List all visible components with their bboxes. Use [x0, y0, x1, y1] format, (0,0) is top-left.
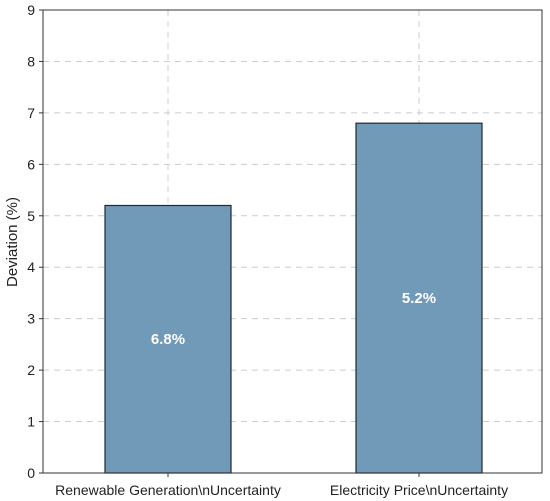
bar: [104, 204, 232, 474]
y-tick-label: 3: [27, 311, 35, 327]
y-tick-label: 2: [27, 362, 35, 378]
plot-frame: [42, 9, 543, 474]
data-label: 5.2%: [402, 290, 436, 307]
y-tick-label: 8: [27, 53, 35, 69]
y-tick-label: 9: [27, 2, 35, 18]
x-category-label: Renewable Generation\nUncertainty: [55, 482, 281, 498]
x-axis-categories: Renewable Generation\nUncertainty Electri…: [55, 473, 508, 498]
y-tick-label: 6: [27, 156, 35, 172]
data-label: 6.8%: [151, 331, 185, 348]
y-tick-label: 5: [27, 208, 35, 224]
y-tick-label: 4: [27, 259, 35, 275]
y-tick-label: 7: [27, 105, 35, 121]
y-axis-ticks: 0 1 2 3 4 5 6 7 8 9: [27, 2, 43, 481]
bar: [355, 122, 483, 474]
y-tick-label: 1: [27, 414, 35, 430]
data-labels: 6.8% 5.2%: [151, 290, 436, 348]
x-category-label: Electricity Price\nUncertainty: [330, 482, 508, 498]
y-tick-label: 0: [27, 465, 35, 481]
y-axis-title: Deviation (%): [4, 197, 21, 287]
bars: [104, 122, 483, 474]
